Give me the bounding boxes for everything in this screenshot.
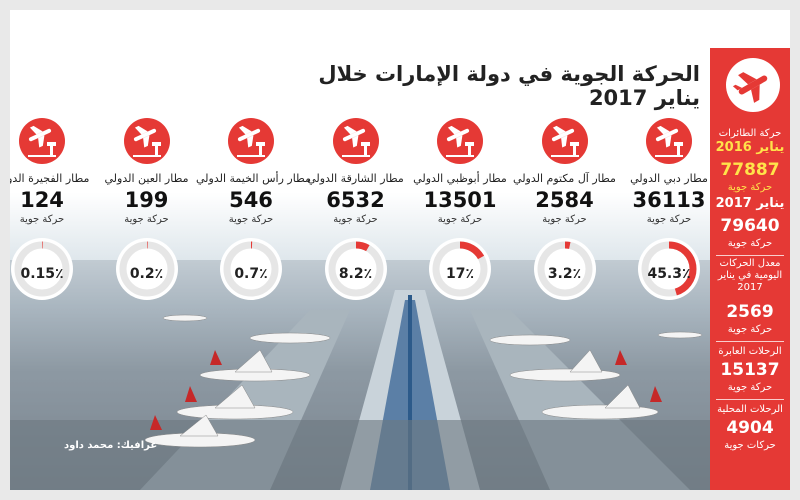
airport-movements: 2584 <box>535 188 594 212</box>
airport-movements: 13501 <box>423 188 497 212</box>
airport-unit: حركة جوية <box>228 214 274 225</box>
sidebar-divider <box>716 255 784 256</box>
airport-name: مطار العين الدولي <box>104 172 189 185</box>
airplane-tower-icon <box>123 118 170 164</box>
airport-share-label: 0.7٪ <box>234 266 268 282</box>
airport-name: مطار الفجيرة الدولي <box>10 172 90 185</box>
jan2016-unit: حركة جوية <box>727 182 773 193</box>
airport-name: مطار آل مكتوم الدولي <box>513 172 616 185</box>
airport-name: مطار أبوظبي الدولي <box>413 172 507 185</box>
daily-value: 2569 <box>726 302 774 322</box>
credit: غرافيك: محمد داود <box>64 440 158 451</box>
airport-name: مطار رأس الخيمة الدولي <box>196 172 311 185</box>
airport-unit: حركة جوية <box>333 214 378 225</box>
daily-label: معدل الحركات اليومية في يناير 2017 <box>717 258 783 293</box>
airplane-takeoff-icon <box>726 58 780 112</box>
airport-unit: حركة جوية <box>437 214 483 225</box>
page-title: الحركة الجوية في دولة الإمارات خلال يناي… <box>318 62 700 110</box>
sidebar-divider <box>716 399 784 400</box>
transit-label: الرحلات العابرة <box>718 346 782 357</box>
share-ring <box>323 236 389 306</box>
airport-share-label: 0.15٪ <box>20 266 64 282</box>
jan2016-value: 77887 <box>720 160 780 180</box>
airplane-tower-icon <box>228 118 274 164</box>
domestic-unit: حركات جوية <box>724 440 776 451</box>
infographic: الحركة الجوية في دولة الإمارات خلال يناي… <box>10 10 790 490</box>
daily-unit: حركة جوية <box>727 324 773 335</box>
airport-name: مطار دبي الدولي <box>630 172 708 185</box>
airport-share-label: 0.2٪ <box>129 266 164 282</box>
share-ring <box>532 236 598 306</box>
airport-photo <box>10 10 710 490</box>
share-ring <box>114 236 180 306</box>
airport-unit: حركة جوية <box>646 214 692 225</box>
share-ring <box>636 236 702 306</box>
airport-share-label: 17٪ <box>445 266 475 282</box>
airplane-tower-icon <box>332 118 379 164</box>
sidebar-divider <box>716 341 784 342</box>
airport-movements: 124 <box>20 188 64 212</box>
airport-share-label: 8.2٪ <box>338 266 373 282</box>
airport-unit: حركة جوية <box>124 214 169 225</box>
share-ring <box>427 236 493 306</box>
airplane-tower-icon <box>541 118 588 164</box>
airport-movements: 6532 <box>326 188 385 212</box>
share-ring <box>218 236 284 306</box>
sidebar-heading: حركة الطائرات <box>718 128 782 139</box>
airport-movements: 546 <box>229 188 273 212</box>
airport-movements: 36113 <box>632 188 706 212</box>
airplane-tower-icon <box>437 118 483 164</box>
transit-value: 15137 <box>720 360 780 380</box>
jan2017-value: 79640 <box>720 216 780 236</box>
share-ring <box>10 236 75 306</box>
airport-unit: حركة جوية <box>19 214 65 225</box>
airport-share-label: 45.3٪ <box>647 266 691 282</box>
summary-sidebar: حركة الطائرات يناير 2016 77887 حركة جوية… <box>710 48 790 490</box>
domestic-value: 4904 <box>726 418 774 438</box>
airport-movements: 199 <box>124 188 169 212</box>
airport-unit: حركة جوية <box>542 214 587 225</box>
airport-name: مطار الشارقة الدولي <box>307 172 404 185</box>
airplane-tower-icon <box>646 118 692 164</box>
jan2017-label: يناير 2017 <box>715 196 785 211</box>
domestic-label: الرحلات المحلية <box>717 404 783 415</box>
transit-unit: حركة جوية <box>727 382 773 393</box>
jan2017-unit: حركة جوية <box>727 238 773 249</box>
airport-share-label: 3.2٪ <box>547 266 582 282</box>
jan2016-label: يناير 2016 <box>715 140 785 155</box>
airplane-tower-icon <box>19 118 65 164</box>
